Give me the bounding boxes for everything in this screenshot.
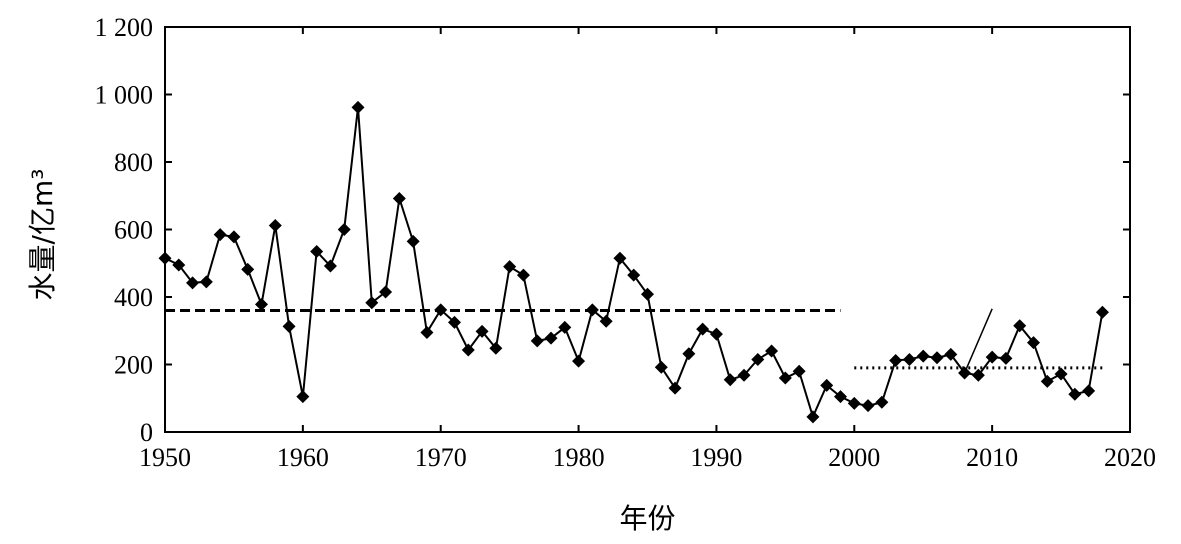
data-point bbox=[944, 347, 958, 361]
data-point bbox=[296, 390, 310, 404]
y-tick-label: 200 bbox=[114, 351, 153, 380]
data-point bbox=[379, 285, 393, 299]
y-tick-label: 400 bbox=[114, 283, 153, 312]
annotations bbox=[963, 308, 993, 374]
annotation-line bbox=[963, 308, 993, 374]
data-point bbox=[186, 276, 200, 290]
data-point bbox=[351, 100, 365, 114]
data-point bbox=[751, 352, 765, 366]
data-point bbox=[971, 368, 985, 382]
axis-ticks bbox=[164, 26, 1131, 433]
data-point bbox=[503, 260, 517, 274]
data-point bbox=[641, 287, 654, 301]
data-point bbox=[792, 364, 806, 378]
data-point bbox=[475, 324, 489, 338]
data-point bbox=[778, 371, 792, 385]
data-point bbox=[585, 303, 599, 317]
data-point bbox=[958, 366, 972, 380]
data-point bbox=[654, 360, 668, 374]
data-point bbox=[489, 341, 503, 355]
x-tick-label: 1970 bbox=[415, 443, 467, 472]
data-point bbox=[1054, 367, 1068, 381]
y-tick-labels: 0 200 400 600 800 1 000 1 200 bbox=[95, 13, 154, 447]
data-point bbox=[875, 395, 889, 409]
data-point bbox=[889, 353, 903, 367]
data-point bbox=[516, 268, 530, 282]
data-point bbox=[1027, 336, 1040, 350]
x-tick-label: 2000 bbox=[828, 443, 880, 472]
data-point bbox=[902, 352, 916, 366]
data-point bbox=[227, 230, 241, 244]
data-point bbox=[1040, 374, 1054, 388]
data-point bbox=[930, 351, 944, 365]
y-tick-label: 600 bbox=[114, 216, 153, 245]
data-point bbox=[310, 244, 324, 258]
data-point bbox=[627, 268, 641, 282]
data-point bbox=[337, 223, 351, 236]
y-tick-label: 1 000 bbox=[95, 81, 154, 110]
data-point bbox=[682, 347, 696, 361]
data-point bbox=[737, 368, 751, 382]
data-point bbox=[847, 396, 861, 410]
y-tick-label: 800 bbox=[114, 148, 153, 177]
data-point bbox=[709, 327, 723, 341]
plot-frame bbox=[164, 26, 1131, 433]
data-point bbox=[213, 228, 227, 242]
data-point bbox=[834, 390, 847, 404]
data-point bbox=[392, 191, 406, 205]
x-tick-label: 1960 bbox=[277, 443, 329, 472]
data-point bbox=[861, 399, 875, 413]
data-point bbox=[1013, 319, 1027, 333]
data-point bbox=[999, 351, 1013, 365]
data-point bbox=[158, 251, 172, 265]
data-point bbox=[1082, 384, 1096, 398]
data-point bbox=[599, 314, 613, 328]
data-point bbox=[765, 344, 779, 358]
data-point bbox=[255, 297, 268, 311]
data-point bbox=[723, 373, 737, 387]
data-point bbox=[448, 315, 461, 329]
x-tick-label: 1980 bbox=[553, 443, 605, 472]
data-point bbox=[323, 259, 337, 273]
data-point bbox=[282, 319, 296, 333]
data-point bbox=[613, 251, 627, 265]
data-point bbox=[420, 325, 434, 339]
data-point bbox=[985, 350, 999, 364]
x-tick-label: 2020 bbox=[1104, 443, 1156, 472]
y-tick-label: 0 bbox=[140, 418, 153, 447]
data-point bbox=[806, 410, 820, 424]
data-point bbox=[916, 349, 930, 363]
data-markers bbox=[158, 100, 1109, 424]
data-point bbox=[1068, 387, 1082, 401]
data-point bbox=[558, 320, 572, 334]
x-tick-label: 1990 bbox=[690, 443, 742, 472]
y-tick-label: 1 200 bbox=[95, 13, 154, 42]
y-axis-title: 水量/亿m³ bbox=[26, 169, 59, 301]
data-point bbox=[820, 378, 834, 392]
x-tick-labels: 1950 1960 1970 1980 1990 2000 2010 2020 bbox=[139, 443, 1156, 472]
data-point bbox=[1095, 305, 1109, 319]
data-point bbox=[696, 322, 710, 336]
data-point bbox=[572, 354, 586, 368]
x-axis-title: 年份 bbox=[619, 502, 675, 535]
data-point bbox=[406, 234, 420, 248]
data-point bbox=[530, 334, 544, 348]
data-point bbox=[365, 296, 379, 310]
x-tick-label: 1950 bbox=[139, 443, 191, 472]
data-point bbox=[668, 381, 682, 395]
data-point bbox=[241, 262, 255, 276]
data-point bbox=[434, 303, 448, 317]
data-point bbox=[544, 331, 558, 345]
data-point bbox=[172, 258, 186, 272]
data-point bbox=[199, 275, 213, 289]
data-point bbox=[461, 343, 475, 357]
x-tick-label: 2010 bbox=[966, 443, 1018, 472]
data-point bbox=[268, 218, 282, 232]
